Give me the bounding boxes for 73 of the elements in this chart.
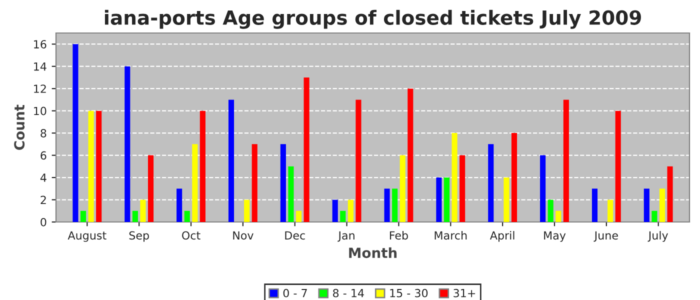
bar bbox=[356, 100, 362, 222]
bar bbox=[148, 155, 154, 222]
bar bbox=[192, 144, 198, 222]
bar bbox=[304, 77, 310, 222]
x-tick-label: March bbox=[434, 231, 467, 240]
legend-label: 31+ bbox=[454, 288, 476, 298]
bar bbox=[608, 200, 614, 222]
legend-label: 15 - 30 bbox=[390, 288, 428, 298]
y-tick-label: 10 bbox=[34, 106, 46, 116]
y-tick-label: 4 bbox=[40, 174, 46, 182]
x-tick-label: August bbox=[68, 231, 106, 242]
bar bbox=[548, 200, 554, 222]
bar bbox=[563, 100, 569, 222]
bar bbox=[615, 110, 621, 222]
bar bbox=[184, 210, 190, 222]
legend-label: 0 - 7 bbox=[283, 288, 307, 298]
x-tick-label: June bbox=[594, 231, 618, 242]
y-axis-title: Count bbox=[14, 104, 25, 150]
x-tick-label: Jan bbox=[338, 231, 354, 242]
bar bbox=[280, 144, 286, 222]
bar bbox=[140, 200, 146, 222]
y-tick-label: 12 bbox=[34, 84, 46, 93]
bar bbox=[332, 200, 338, 222]
y-tick-label: 2 bbox=[40, 196, 46, 204]
bar bbox=[460, 155, 466, 222]
bar bbox=[288, 166, 294, 222]
y-tick-label: 8 bbox=[40, 129, 46, 138]
bar bbox=[348, 200, 354, 222]
y-tick-label: 0 bbox=[40, 218, 46, 226]
bar bbox=[540, 155, 546, 222]
x-tick-label: Sep bbox=[129, 231, 149, 242]
bar bbox=[96, 110, 102, 222]
y-tick-label: 16 bbox=[34, 40, 46, 48]
bar bbox=[340, 210, 346, 222]
x-tick-label: Dec bbox=[285, 231, 305, 240]
chart-title: iana-ports Age groups of closed tickets July 2009 bbox=[104, 10, 641, 29]
x-tick-label: Nov bbox=[233, 231, 254, 240]
bar bbox=[444, 178, 450, 222]
bar bbox=[200, 110, 206, 222]
bar bbox=[72, 44, 78, 222]
bar bbox=[124, 66, 130, 222]
bar bbox=[452, 133, 458, 222]
bar bbox=[511, 133, 518, 222]
bar bbox=[296, 210, 302, 222]
bar bbox=[652, 210, 658, 222]
bar bbox=[644, 188, 650, 222]
x-axis-title: Month bbox=[349, 247, 397, 258]
bar bbox=[80, 210, 86, 222]
bar bbox=[556, 210, 562, 222]
bar bbox=[244, 200, 250, 222]
bar bbox=[408, 88, 414, 222]
bar bbox=[400, 155, 406, 222]
x-tick-label: April bbox=[490, 231, 514, 242]
x-tick-label: July bbox=[648, 231, 668, 242]
bar bbox=[384, 188, 390, 222]
x-tick-label: Oct bbox=[182, 231, 200, 240]
bar bbox=[659, 188, 666, 222]
bar bbox=[132, 210, 138, 222]
bar bbox=[436, 178, 442, 222]
x-tick-label: May bbox=[544, 231, 566, 242]
legend-label: 8 - 14 bbox=[333, 288, 364, 298]
bar bbox=[88, 110, 94, 222]
bar bbox=[592, 188, 598, 222]
y-tick-label: 6 bbox=[40, 151, 46, 160]
y-tick-label: 14 bbox=[34, 62, 46, 71]
bar bbox=[228, 100, 234, 222]
x-tick-label: Feb bbox=[390, 231, 408, 240]
bar bbox=[176, 188, 182, 222]
bar bbox=[392, 188, 398, 222]
bar bbox=[667, 166, 673, 222]
bar bbox=[504, 178, 510, 222]
bar bbox=[252, 144, 258, 222]
bar bbox=[488, 144, 494, 222]
